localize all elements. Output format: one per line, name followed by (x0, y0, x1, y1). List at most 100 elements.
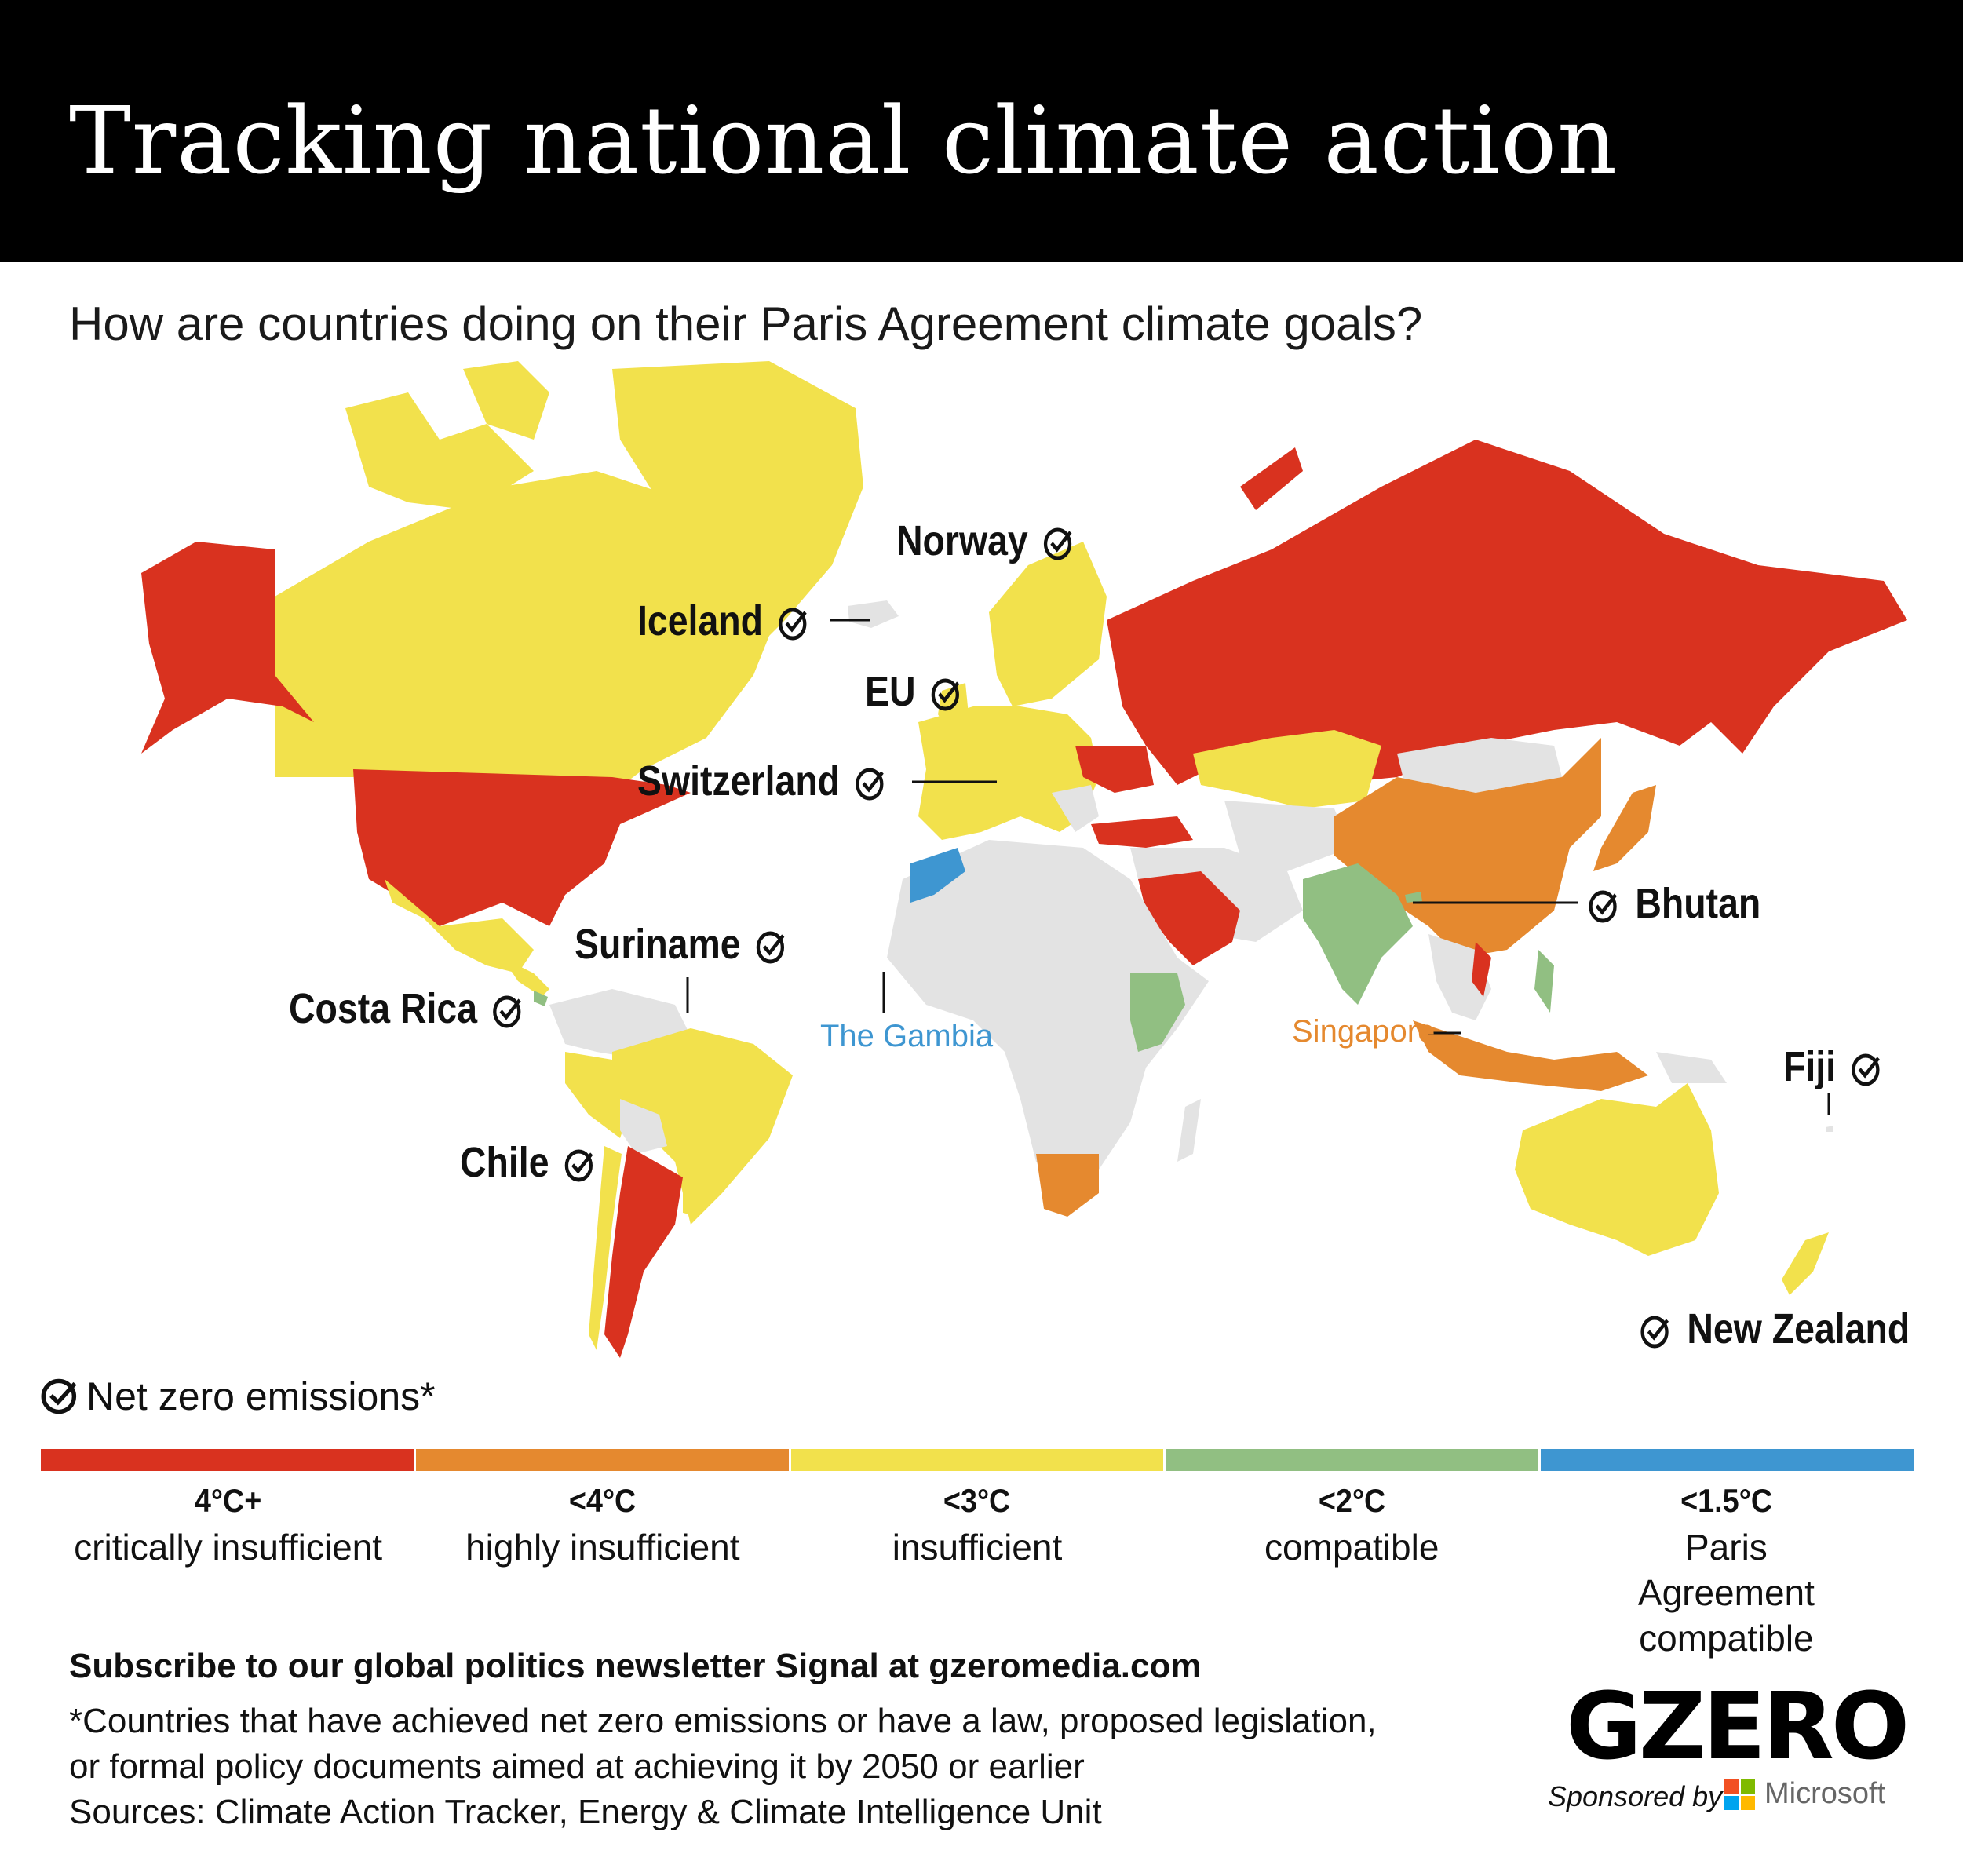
microsoft-logo-icon (1724, 1779, 1755, 1810)
check-circle-icon (856, 768, 884, 801)
legend-item-sub: insufficient (892, 1527, 1063, 1568)
legend-item-sub: critically insufficient (74, 1527, 383, 1568)
mexico-shape (385, 879, 534, 973)
check-circle-icon (1043, 527, 1072, 560)
footnote-line-1: *Countries that have achieved net zero e… (69, 1702, 1377, 1740)
label-suriname: Suriname (575, 920, 787, 969)
new-zealand-shape (1782, 1232, 1829, 1295)
check-circle-icon (1640, 1316, 1669, 1349)
europe-shape (918, 706, 1099, 840)
brazil-shape (612, 1028, 793, 1225)
legend-net-zero: Net zero emissions* (41, 1374, 436, 1419)
leader-lines (686, 619, 1830, 1115)
label-new-zealand: New Zealand (1640, 1305, 1910, 1353)
check-circle-icon (756, 931, 785, 964)
russia-shape (1107, 440, 1907, 785)
world-map (141, 361, 1907, 1358)
mongolia-shape (1397, 738, 1562, 793)
microsoft-wordmark: Microsoft (1764, 1777, 1886, 1810)
kazakhstan-shape (1193, 730, 1381, 808)
australia-shape (1515, 1083, 1719, 1256)
bhutan-shape (1405, 892, 1422, 903)
label-the-gambia: The Gambia (820, 1019, 994, 1053)
scandinavia-shape (989, 542, 1107, 706)
indonesia-shape (1413, 1020, 1648, 1091)
footnote-line-2: or formal policy documents aimed at achi… (69, 1747, 1085, 1786)
africa-shape (887, 840, 1209, 1193)
check-circle-icon (931, 678, 960, 711)
legend-color-bar (41, 1449, 1914, 1471)
vietnam-shape (1472, 942, 1491, 997)
sponsored-by-text: Sponsored by (1548, 1780, 1723, 1812)
uruguay-shape (683, 1185, 706, 1217)
saudi-shape (1138, 871, 1240, 965)
legend-bar-compatible (1166, 1449, 1539, 1471)
chile-shape (589, 1146, 622, 1350)
check-circle-icon (779, 608, 807, 641)
arctic-island-2-shape (463, 361, 549, 440)
sources-text: Sources: Climate Action Tracker, Energy … (69, 1793, 1102, 1831)
bolivia-shape (620, 1099, 667, 1154)
ethiopia-kenya-shape (1130, 973, 1185, 1052)
label-singapore: Singapore (1292, 1014, 1436, 1049)
check-circle-icon (1589, 890, 1617, 923)
legend-item-head: <4°C (569, 1482, 637, 1519)
legend-item: 4°C+ critically insufficient (41, 1476, 415, 1661)
madagascar-shape (1177, 1099, 1201, 1162)
balkans-shape (1052, 785, 1099, 832)
page-title: Tracking national climate action (69, 86, 1618, 195)
india-shape (1303, 863, 1413, 1005)
check-circle-icon (41, 1378, 77, 1414)
subscribe-text: Subscribe to our global politics newslet… (69, 1647, 1202, 1685)
legend-bar-insufficient (790, 1449, 1164, 1471)
legend-item-head: <2°C (1318, 1482, 1385, 1519)
japan-shape (1593, 785, 1656, 871)
legend-item: <1.5°C Paris Agreement compatible (1539, 1476, 1914, 1661)
check-circle-icon (564, 1149, 593, 1182)
label-bhutan: Bhutan (1589, 879, 1760, 928)
canada-shape (275, 471, 785, 793)
page-subtitle: How are countries doing on their Paris A… (69, 297, 1423, 350)
legend-labels: 4°C+ critically insufficient <4°C highly… (41, 1476, 1914, 1661)
argentina-shape (604, 1146, 683, 1358)
legend-item-sub: Paris Agreement compatible (1637, 1527, 1815, 1659)
legend-item: <4°C highly insufficient (415, 1476, 790, 1661)
turkey-shape (1091, 816, 1193, 848)
alaska-shape (141, 542, 314, 754)
png-shape (1656, 1052, 1727, 1083)
gzero-logo: GZERO (1566, 1672, 1910, 1780)
morocco-shape (910, 848, 965, 903)
label-fiji: Fiji (1783, 1042, 1882, 1091)
label-iceland: Iceland (637, 597, 809, 645)
label-costa-rica: Costa Rica (289, 984, 524, 1033)
costa-rica-shape (534, 991, 548, 1006)
check-circle-icon (1852, 1053, 1880, 1086)
label-chile: Chile (460, 1138, 596, 1187)
central-asia-shape (1224, 801, 1350, 871)
ukraine-shape (1075, 746, 1154, 793)
usa-shape (353, 769, 691, 926)
legend-item-sub: highly insufficient (465, 1527, 740, 1568)
legend-net-zero-label: Net zero emissions* (86, 1374, 436, 1418)
legend-item-head: <3°C (943, 1482, 1011, 1519)
legend-item: <2°C compatible (1165, 1476, 1539, 1661)
iceland-shape (848, 600, 899, 628)
philippines-shape (1534, 950, 1554, 1013)
legend-bar-paris (1541, 1449, 1914, 1471)
label-eu: EU (865, 667, 962, 716)
legend-item-head: <1.5°C (1680, 1482, 1772, 1519)
legend-bar-highly (415, 1449, 789, 1471)
legend-item-head: 4°C+ (194, 1482, 262, 1519)
check-circle-icon (493, 995, 521, 1028)
label-norway: Norway (896, 516, 1075, 565)
legend-bar-critically (41, 1449, 414, 1471)
central-america-shape (502, 958, 549, 997)
greenland-shape (612, 361, 863, 651)
legend-item-sub: compatible (1264, 1527, 1439, 1568)
label-switzerland: Switzerland (637, 757, 886, 805)
novaya-zemlya-shape (1240, 447, 1303, 510)
arctic-islands-shape (345, 392, 534, 510)
peru-shape (565, 1052, 628, 1138)
south-africa-shape (1036, 1154, 1099, 1217)
title-band: Tracking national climate action (0, 0, 1963, 262)
